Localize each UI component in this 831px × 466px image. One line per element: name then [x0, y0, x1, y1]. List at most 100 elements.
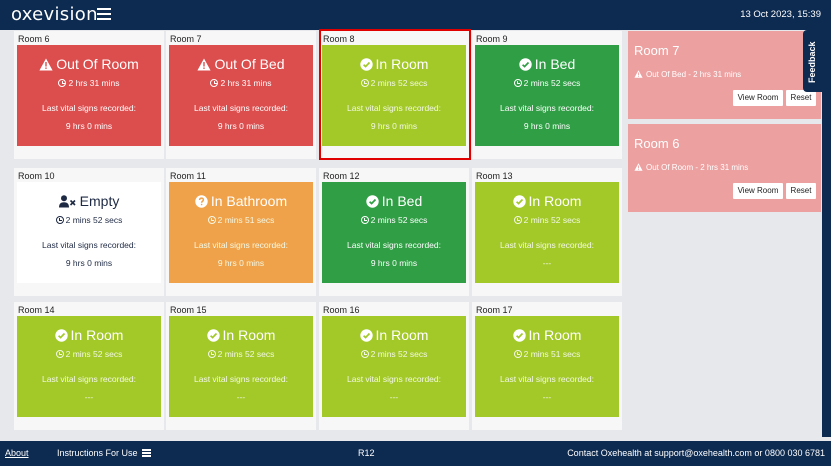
room-status: In Room	[222, 327, 276, 343]
question-circle-icon	[195, 195, 208, 208]
alert-card[interactable]: Room 6 Out Of Room - 2 hrs 31 mins View …	[628, 124, 821, 212]
contact-info: Contact Oxehealth at support@oxehealth.c…	[567, 448, 825, 458]
check-circle-icon	[54, 329, 68, 342]
alert-detail: Out Of Room - 2 hrs 31 mins	[646, 163, 749, 172]
footer-bar: About Instructions For Use R12 Contact O…	[0, 441, 831, 466]
alert-card[interactable]: Room 7 Out Of Bed - 2 hrs 31 mins View R…	[628, 31, 821, 119]
vital-signs-label: Last vital signs recorded:	[41, 374, 137, 384]
room-card[interactable]: Room 10 Empty 2 mins 52 secs Last vital …	[14, 168, 164, 296]
room-status-panel[interactable]: In Room 2 mins 51 secs Last vital signs …	[475, 316, 619, 417]
room-status: In Bed	[381, 193, 423, 209]
vital-signs-label: Last vital signs recorded:	[41, 103, 137, 113]
vital-signs-value: 9 hrs 0 mins	[217, 121, 265, 131]
clock-icon	[513, 216, 522, 224]
room-card[interactable]: Room 7 Out Of Bed 2 hrs 31 mins Last vit…	[166, 31, 316, 159]
clock-icon	[360, 216, 369, 224]
status-duration: 2 mins 51 secs	[217, 215, 275, 225]
room-name: Room 12	[323, 171, 360, 181]
reset-button[interactable]: Reset	[786, 90, 816, 106]
about-link[interactable]: About	[5, 448, 29, 458]
room-status: In Room	[375, 327, 429, 343]
room-card[interactable]: Room 8 In Room 2 mins 52 secs Last vital…	[319, 31, 469, 159]
room-status: In Room	[375, 56, 429, 72]
room-status-panel[interactable]: In Bed 2 mins 52 secs Last vital signs r…	[322, 182, 466, 283]
clock-icon	[207, 350, 216, 358]
status-duration: 2 mins 52 secs	[370, 215, 428, 225]
vital-signs-value: ---	[389, 392, 399, 402]
vital-signs-label: Last vital signs recorded:	[346, 240, 442, 250]
room-status: In Room	[70, 327, 124, 343]
vital-signs-label: Last vital signs recorded:	[346, 103, 442, 113]
room-status-panel[interactable]: In Room 2 mins 52 secs Last vital signs …	[322, 45, 466, 146]
status-duration: 2 mins 52 secs	[217, 349, 275, 359]
feedback-label: Feedback	[807, 41, 817, 83]
view-room-button[interactable]: View Room	[733, 90, 783, 106]
warning-icon	[39, 58, 53, 71]
status-duration: 2 mins 52 secs	[523, 215, 581, 225]
vital-signs-value: ---	[236, 392, 246, 402]
status-duration: 2 hrs 31 mins	[68, 78, 120, 88]
alert-room-title: Room 7	[634, 43, 680, 58]
room-name: Room 13	[476, 171, 513, 181]
room-card[interactable]: Room 14 In Room 2 mins 52 secs Last vita…	[14, 302, 164, 430]
room-card[interactable]: Room 15 In Room 2 mins 52 secs Last vita…	[166, 302, 316, 430]
room-name: Room 10	[18, 171, 55, 181]
vital-signs-value: 9 hrs 0 mins	[370, 258, 418, 268]
room-status-panel[interactable]: Empty 2 mins 52 secs Last vital signs re…	[17, 182, 161, 283]
clock-icon	[513, 350, 522, 358]
warning-icon	[634, 70, 643, 78]
check-circle-icon	[519, 58, 532, 71]
room-status-panel[interactable]: In Bathroom 2 mins 51 secs Last vital si…	[169, 182, 313, 283]
status-duration: 2 mins 51 secs	[523, 349, 581, 359]
warning-icon	[197, 58, 212, 71]
room-card[interactable]: Room 6 Out Of Room 2 hrs 31 mins Last vi…	[14, 31, 164, 159]
vital-signs-value: ---	[542, 258, 552, 268]
room-card[interactable]: Room 13 In Room 2 mins 52 secs Last vita…	[472, 168, 622, 296]
clock-icon	[55, 216, 64, 224]
status-duration: 2 mins 52 secs	[370, 78, 428, 88]
room-status-panel[interactable]: In Room 2 mins 52 secs Last vital signs …	[169, 316, 313, 417]
check-circle-icon	[512, 195, 526, 208]
check-circle-icon	[359, 58, 373, 71]
room-card[interactable]: Room 12 In Bed 2 mins 52 secs Last vital…	[319, 168, 469, 296]
vital-signs-label: Last vital signs recorded:	[193, 240, 289, 250]
room-card[interactable]: Room 16 In Room 2 mins 52 secs Last vita…	[319, 302, 469, 430]
room-status: Empty	[79, 193, 120, 209]
status-duration: 2 mins 52 secs	[65, 215, 123, 225]
clock-icon	[210, 79, 219, 87]
status-duration: 2 mins 52 secs	[370, 349, 428, 359]
warning-icon	[634, 163, 643, 171]
room-name: Room 6	[18, 34, 50, 44]
room-card[interactable]: Room 17 In Room 2 mins 51 secs Last vita…	[472, 302, 622, 430]
feedback-tab[interactable]: Feedback	[803, 30, 822, 92]
menu-lines-icon[interactable]	[142, 449, 151, 457]
vital-signs-value: 9 hrs 0 mins	[370, 121, 418, 131]
status-duration: 2 mins 52 secs	[523, 78, 581, 88]
room-status-panel[interactable]: In Room 2 mins 52 secs Last vital signs …	[475, 182, 619, 283]
room-name: Room 17	[476, 305, 513, 315]
alerts-panel: Room 7 Out Of Bed - 2 hrs 31 mins View R…	[622, 31, 821, 437]
check-circle-icon	[366, 195, 379, 208]
room-name: Room 7	[170, 34, 202, 44]
clock-icon	[513, 79, 522, 87]
room-status-panel[interactable]: Out Of Bed 2 hrs 31 mins Last vital sign…	[169, 45, 313, 146]
room-status: In Room	[528, 327, 582, 343]
check-circle-icon	[206, 329, 220, 342]
view-room-button[interactable]: View Room	[733, 183, 783, 199]
hamburger-menu-icon[interactable]	[97, 8, 111, 20]
room-status-panel[interactable]: In Bed 2 mins 52 secs Last vital signs r…	[475, 45, 619, 146]
alert-detail: Out Of Bed - 2 hrs 31 mins	[646, 70, 742, 79]
room-card[interactable]: Room 9 In Bed 2 mins 52 secs Last vital …	[472, 31, 622, 159]
room-status-panel[interactable]: In Room 2 mins 52 secs Last vital signs …	[17, 316, 161, 417]
room-status: In Room	[528, 193, 582, 209]
instructions-link[interactable]: Instructions For Use	[57, 448, 138, 458]
room-status: Out Of Room	[56, 56, 139, 72]
room-status-panel[interactable]: In Room 2 mins 52 secs Last vital signs …	[322, 316, 466, 417]
room-name: Room 15	[170, 305, 207, 315]
clock-icon	[58, 79, 67, 87]
room-name: Room 16	[323, 305, 360, 315]
reset-button[interactable]: Reset	[786, 183, 816, 199]
room-card[interactable]: Room 11 In Bathroom 2 mins 51 secs Last …	[166, 168, 316, 296]
room-status-panel[interactable]: Out Of Room 2 hrs 31 mins Last vital sig…	[17, 45, 161, 146]
vital-signs-value: 9 hrs 0 mins	[217, 258, 265, 268]
